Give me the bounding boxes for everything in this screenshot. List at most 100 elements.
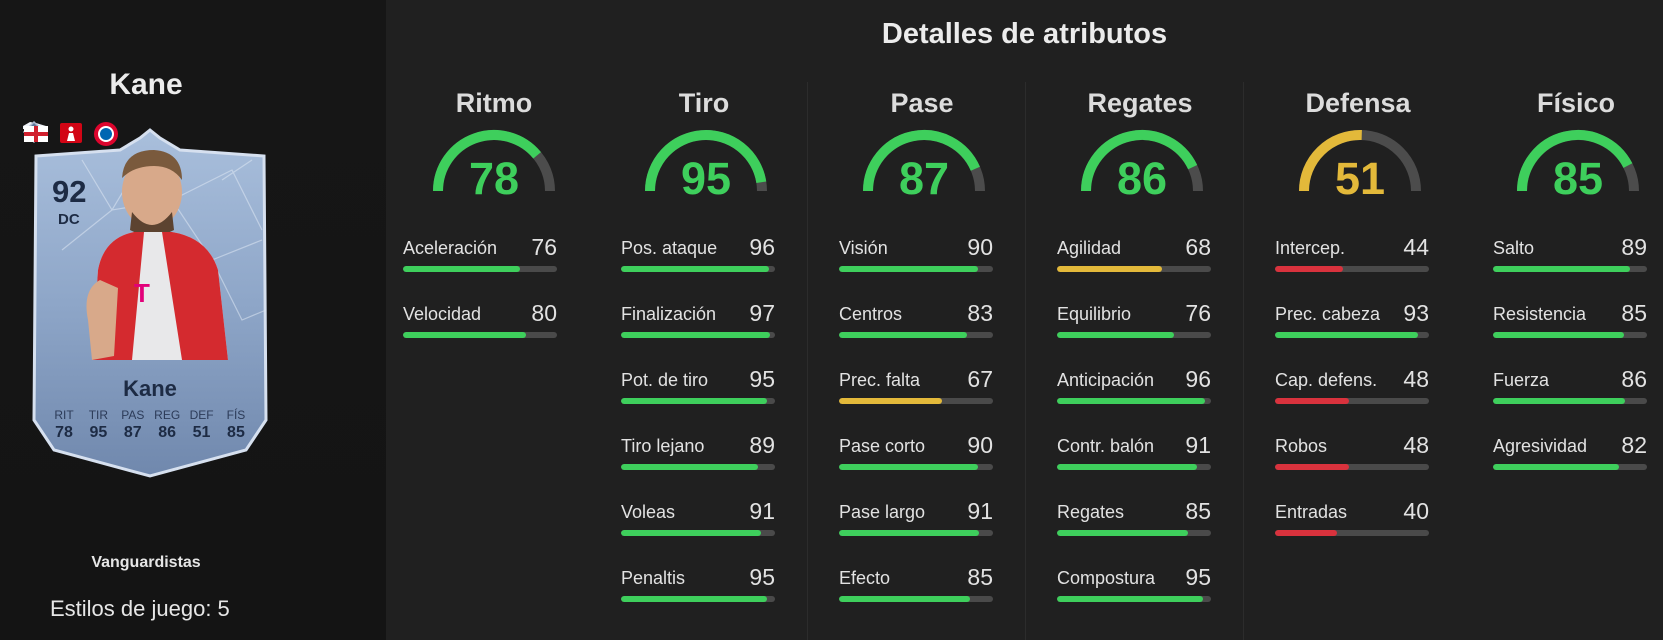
attribute-bar-fill: [1275, 266, 1343, 272]
attribute-row-aceleracion[interactable]: Aceleración 76: [403, 226, 557, 286]
attribute-name: Velocidad: [403, 304, 482, 324]
attribute-value: 48: [1403, 366, 1429, 392]
attribute-bar-fill: [1493, 266, 1631, 272]
attribute-name: Prec. cabeza: [1275, 304, 1381, 324]
category-pase: Pase 87 Visión 90 Centros 83 Prec. falta 67 Pa…: [822, 80, 1040, 640]
attribute-row-resistencia[interactable]: Resistencia 85: [1493, 292, 1647, 352]
attribute-bar-fill: [1057, 332, 1175, 338]
attribute-row-cap-defens[interactable]: Cap. defens. 48: [1275, 358, 1429, 418]
attribute-value: 83: [967, 300, 993, 326]
attribute-bar: [621, 530, 775, 536]
player-card[interactable]: T 92 DC Kane RIT 78 TIR 95 PAS 87 REG 86 DEF…: [22, 120, 278, 480]
attribute-bar-fill: [621, 530, 762, 536]
category-gauge: 51: [1294, 125, 1426, 204]
attribute-row-contr-balon[interactable]: Contr. balón 91: [1057, 424, 1211, 484]
attribute-name: Entradas: [1275, 502, 1348, 522]
attribute-name: Intercep.: [1275, 238, 1346, 258]
category-title: Tiro: [678, 88, 730, 118]
attribute-row-entradas[interactable]: Entradas 40: [1275, 490, 1429, 550]
attribute-value: 85: [1621, 300, 1647, 326]
category-title: Ritmo: [455, 88, 533, 118]
attribute-name: Pase largo: [839, 502, 926, 522]
attribute-row-regates[interactable]: Regates 85: [1057, 490, 1211, 550]
card-background: T: [32, 128, 268, 478]
attribute-row-robos[interactable]: Robos 48: [1275, 424, 1429, 484]
attribute-bar-fill: [839, 398, 943, 404]
category-value: 78: [468, 153, 520, 204]
attribute-name: Regates: [1057, 502, 1125, 522]
attribute-row-intercep[interactable]: Intercep. 44: [1275, 226, 1429, 286]
attribute-value: 85: [967, 564, 993, 590]
section-title: Detalles de atributos: [881, 18, 1168, 50]
attribute-row-pase-largo[interactable]: Pase largo 91: [839, 490, 993, 550]
attribute-bar: [839, 530, 993, 536]
attribute-row-compostura[interactable]: Compostura 95: [1057, 556, 1211, 616]
attribute-row-efecto[interactable]: Efecto 85: [839, 556, 993, 616]
attribute-value: 67: [967, 366, 993, 392]
category-tiro: Tiro 95 Pos. ataque 96 Finalización 97 Pot. …: [604, 80, 822, 640]
attribute-bar: [1057, 266, 1211, 272]
card-stat-def: DEF 51: [189, 408, 214, 441]
attribute-row-centros[interactable]: Centros 83: [839, 292, 993, 352]
attribute-name: Anticipación: [1057, 370, 1155, 390]
gauge-progress: [645, 130, 767, 192]
attribute-row-salto[interactable]: Salto 89: [1493, 226, 1647, 286]
attribute-bar-fill: [621, 464, 759, 470]
attribute-row-penaltis[interactable]: Penaltis 95: [621, 556, 775, 616]
attribute-row-voleas[interactable]: Voleas 91: [621, 490, 775, 550]
fc-bayern-crest-icon: [94, 122, 118, 146]
attribute-bar-fill: [1493, 332, 1624, 338]
attribute-value: 76: [531, 234, 557, 260]
category-fisico: Físico 85 Salto 89 Resistencia 85 Fuerza 86 Ag…: [1476, 80, 1663, 640]
attribute-row-vision[interactable]: Visión 90: [839, 226, 993, 286]
attribute-name: Tiro lejano: [621, 436, 705, 456]
category-value: 86: [1116, 153, 1168, 204]
attribute-row-agresividad[interactable]: Agresividad 82: [1493, 424, 1647, 484]
attribute-row-agilidad[interactable]: Agilidad 68: [1057, 226, 1211, 286]
attribute-bar: [621, 596, 775, 602]
attribute-bar-fill: [1275, 332, 1419, 338]
attribute-bar: [403, 266, 557, 272]
category-ritmo: Ritmo 78 Aceleración 76 Velocidad 80: [386, 80, 604, 640]
gauge-arc: [433, 130, 555, 192]
attribute-name: Finalización: [621, 304, 717, 324]
attribute-bar: [839, 398, 993, 404]
card-player-name: Kane: [123, 376, 177, 401]
svg-text:T: T: [134, 278, 150, 308]
attribute-bar-fill: [839, 596, 970, 602]
column-divider: [1243, 82, 1244, 640]
attribute-row-velocidad[interactable]: Velocidad 80: [403, 292, 557, 352]
attribute-row-tiro-lejano[interactable]: Tiro lejano 89: [621, 424, 775, 484]
attribute-name: Voleas: [621, 502, 676, 522]
attribute-bar-fill: [839, 530, 980, 536]
attribute-value: 96: [749, 234, 775, 260]
attribute-value: 85: [1185, 498, 1211, 524]
attribute-row-fuerza[interactable]: Fuerza 86: [1493, 358, 1647, 418]
attribute-name: Fuerza: [1493, 370, 1550, 390]
column-divider: [807, 82, 808, 640]
category-value: 87: [898, 153, 950, 204]
attribute-value: 44: [1403, 234, 1429, 260]
attribute-row-finalizacion[interactable]: Finalización 97: [621, 292, 775, 352]
attribute-row-pase-corto[interactable]: Pase corto 90: [839, 424, 993, 484]
attribute-bar: [1057, 464, 1211, 470]
attribute-row-prec-cabeza[interactable]: Prec. cabeza 93: [1275, 292, 1429, 352]
gauge-progress: [1517, 130, 1633, 192]
attribute-bar-fill: [403, 332, 527, 338]
attribute-row-equilibrio[interactable]: Equilibrio 76: [1057, 292, 1211, 352]
gauge-progress: [433, 130, 541, 192]
attribute-name: Resistencia: [1493, 304, 1587, 324]
card-rating: 92: [52, 174, 87, 209]
attribute-row-anticipacion[interactable]: Anticipación 96: [1057, 358, 1211, 418]
attribute-name: Equilibrio: [1057, 304, 1132, 324]
attribute-row-prec-falta[interactable]: Prec. falta 67: [839, 358, 993, 418]
attribute-row-pot-de-tiro[interactable]: Pot. de tiro 95: [621, 358, 775, 418]
player-card-panel: Kane: [0, 0, 386, 640]
attribute-bar-fill: [621, 596, 768, 602]
attribute-value: 95: [1185, 564, 1211, 590]
playstyles-count[interactable]: Estilos de juego: 5: [50, 596, 230, 621]
gauge-arc: [1081, 130, 1203, 192]
gauge-arc: [1299, 130, 1421, 192]
england-flag-icon: [24, 126, 48, 142]
attribute-row-pos-ataque[interactable]: Pos. ataque 96: [621, 226, 775, 286]
